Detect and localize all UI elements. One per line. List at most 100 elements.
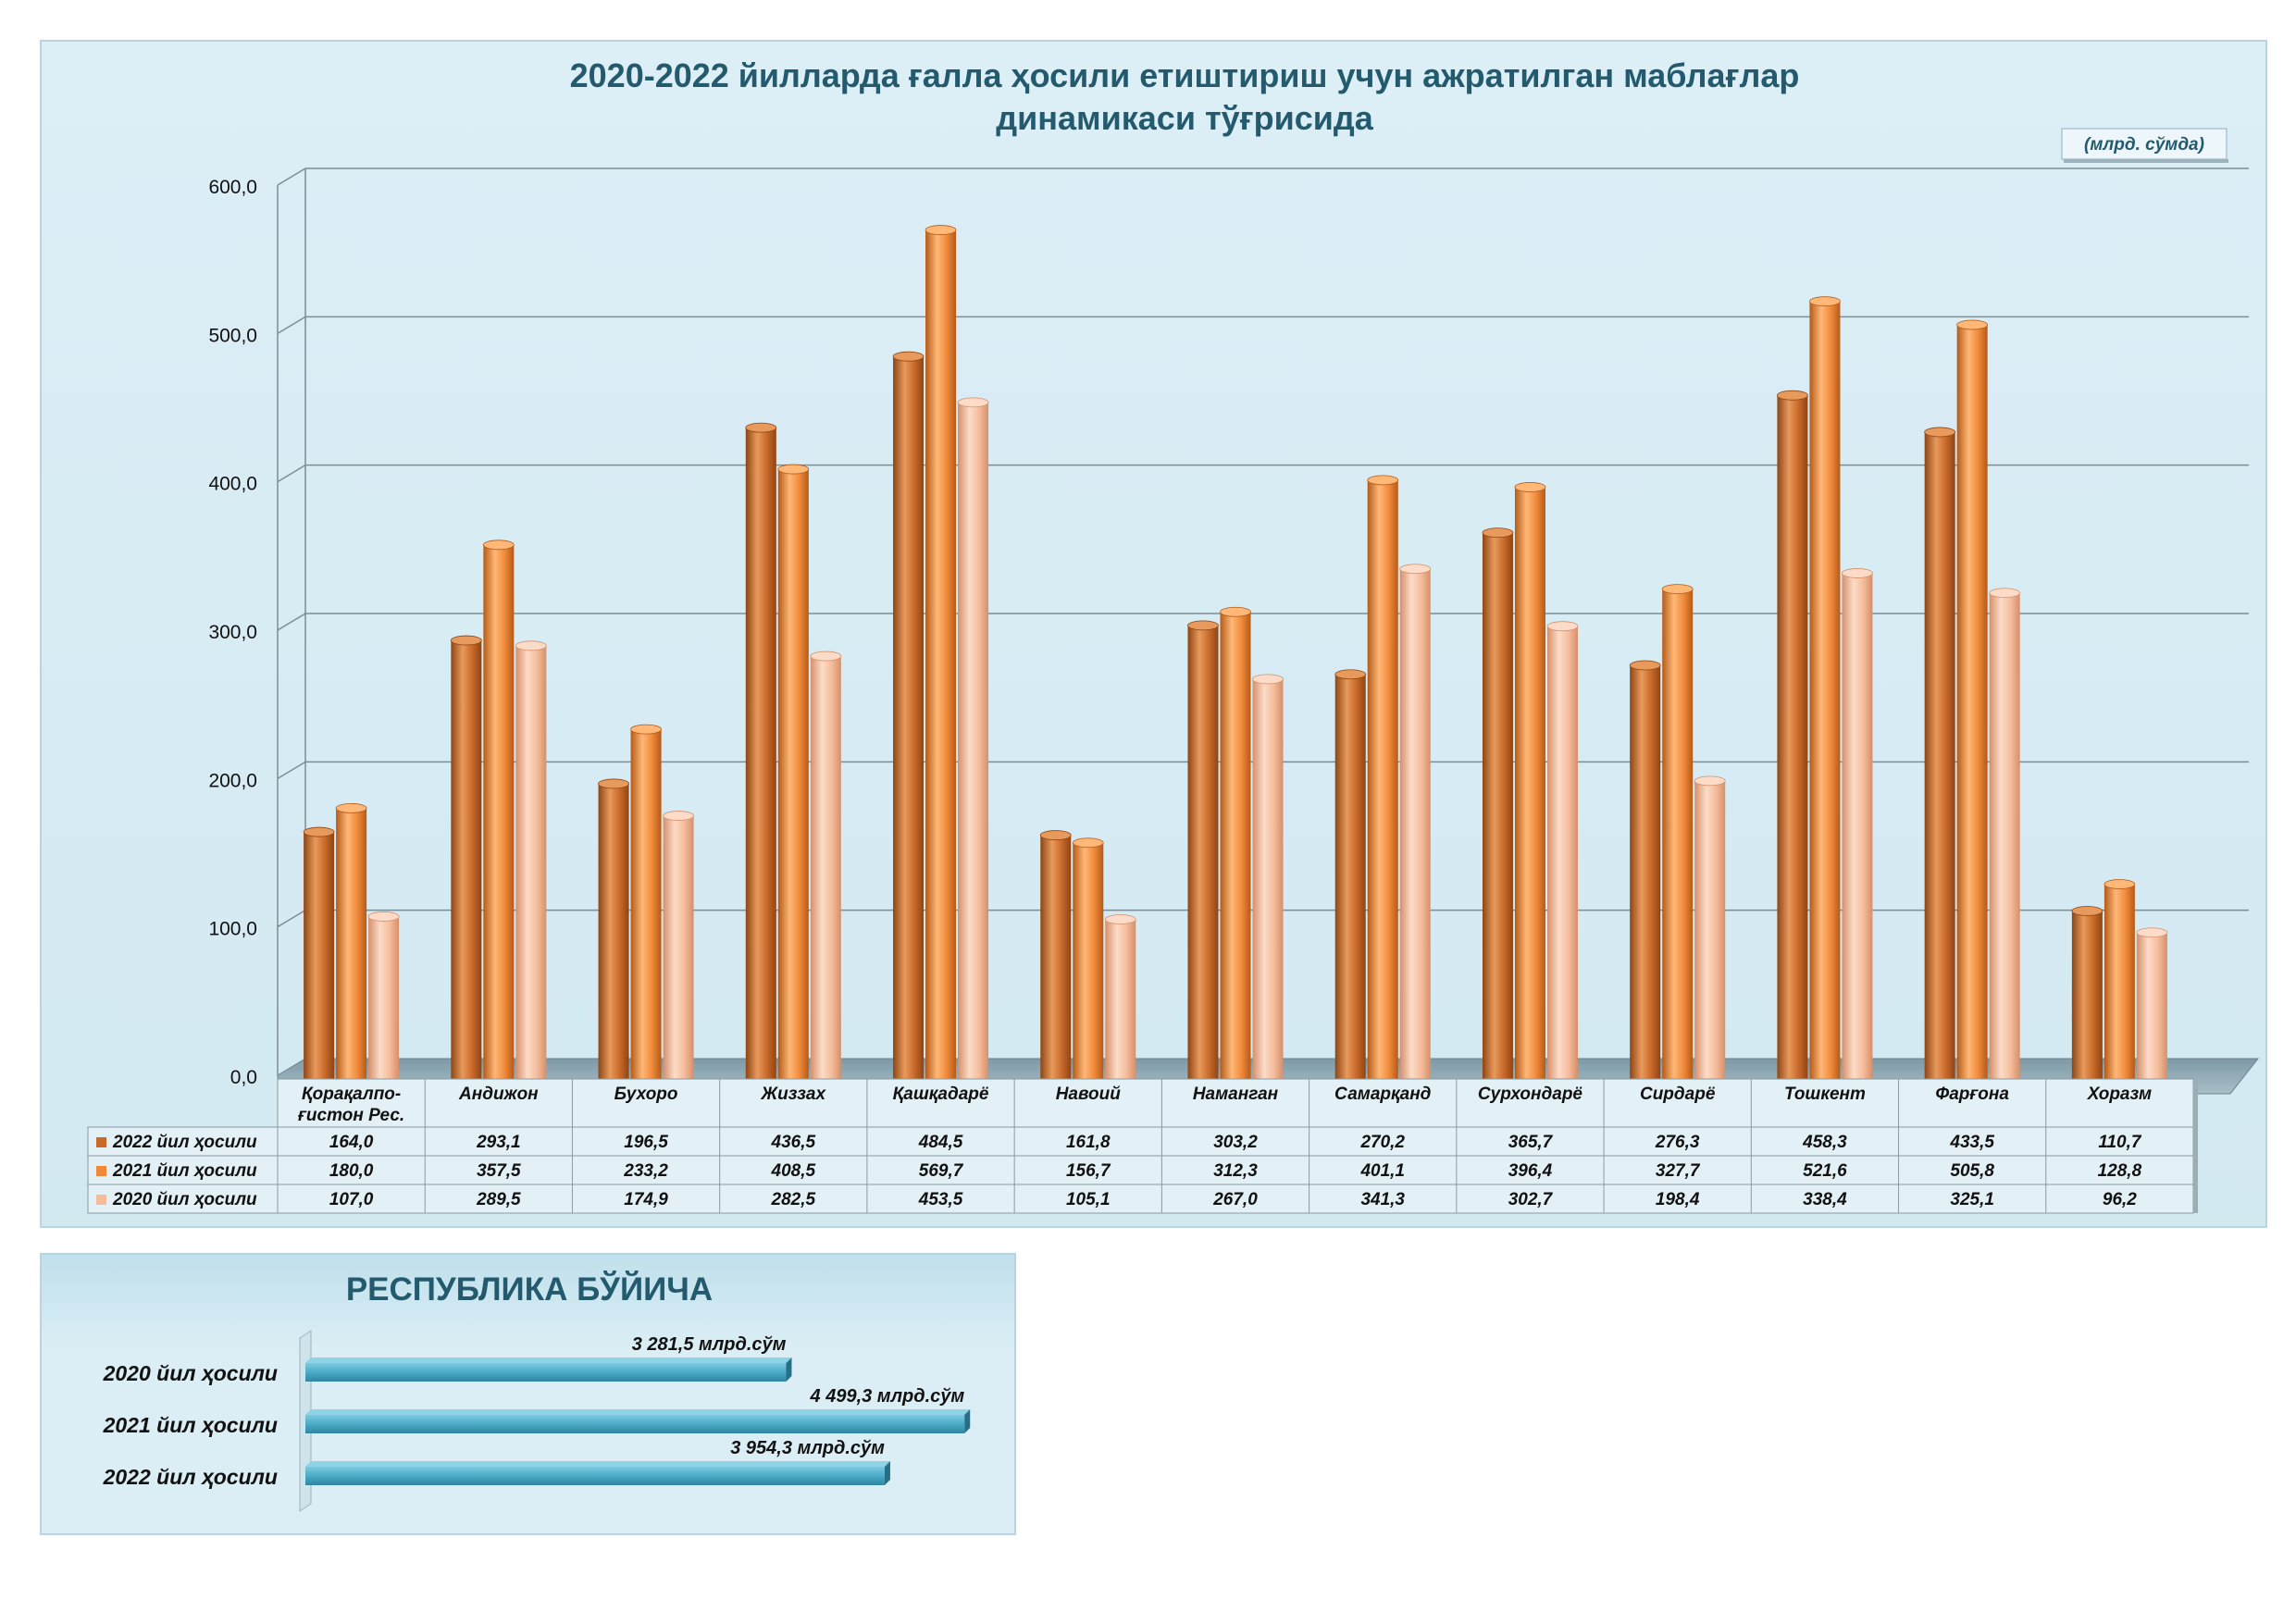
bar	[1367, 475, 1399, 1084]
category-label: Хоразм	[2087, 1085, 2152, 1104]
bar	[598, 778, 629, 1084]
category-label: Бухоро	[614, 1085, 678, 1104]
data-label: 408,5	[771, 1161, 816, 1181]
bar	[1039, 830, 1072, 1084]
data-label: 303,2	[1213, 1133, 1258, 1152]
data-label: 505,8	[1950, 1161, 1994, 1181]
data-label: 325,1	[1950, 1190, 1994, 1209]
bar	[303, 826, 335, 1084]
bars-layer	[303, 225, 2168, 1085]
bar	[1924, 427, 1956, 1085]
data-label: 396,4	[1508, 1161, 1553, 1181]
bar	[1661, 584, 1694, 1084]
bar	[1220, 606, 1251, 1084]
data-label: 521,6	[1803, 1161, 1847, 1181]
gridline-depth	[277, 167, 306, 186]
data-label: 312,3	[1213, 1161, 1258, 1181]
bar	[925, 225, 957, 1084]
data-label: 365,7	[1508, 1133, 1554, 1152]
category-label: Андижон	[458, 1085, 539, 1104]
data-label: 293,1	[476, 1133, 521, 1152]
data-label: 436,5	[771, 1133, 816, 1152]
bar	[515, 640, 547, 1084]
data-label: 110,7	[2098, 1133, 2142, 1152]
data-label: 341,3	[1360, 1190, 1405, 1209]
table-row	[87, 1126, 2194, 1157]
table-row	[87, 1184, 2194, 1214]
legend-key	[96, 1137, 106, 1147]
data-label: 282,5	[771, 1190, 816, 1209]
gridline-depth	[277, 316, 306, 334]
summary-category-label: 2020 йил ҳосили	[103, 1361, 278, 1385]
bar	[745, 422, 777, 1084]
legend-label: 2021 йил ҳосили	[112, 1161, 257, 1181]
category-label: Фарғона	[1935, 1085, 2009, 1104]
bar	[1777, 390, 1808, 1084]
data-table: Қорақалпо-ғистон Рес. Андижон Бухоро Жиззах…	[87, 1078, 2198, 1214]
data-label: 196,5	[624, 1133, 668, 1152]
category-label: Тошкент	[1784, 1085, 1866, 1104]
bar	[450, 635, 482, 1084]
gridline-depth	[277, 761, 306, 779]
unit-label-box: (млрд. сўмда)	[2061, 128, 2228, 163]
chart-title-line2: динамикаси тўғрисида	[996, 99, 1373, 137]
bar	[1482, 527, 1514, 1084]
category-label: Қорақалпо-	[302, 1085, 401, 1104]
data-label: 302,7	[1508, 1190, 1554, 1209]
data-label: 267,0	[1212, 1190, 1258, 1209]
data-label: 270,2	[1359, 1133, 1405, 1152]
legend-label: 2020 йил ҳосили	[112, 1190, 257, 1209]
data-label: 128,8	[2098, 1161, 2142, 1181]
bar	[663, 811, 694, 1084]
y-axis: 0,0 100,0 200,0 300,0 400,0 500,0 600,0	[208, 177, 257, 1088]
bar	[2104, 879, 2136, 1084]
data-label: 107,0	[329, 1190, 374, 1209]
bar	[1842, 568, 1873, 1084]
bar	[1546, 621, 1579, 1084]
data-label: 96,2	[2103, 1190, 2137, 1209]
category-label: Қашқадарё	[893, 1085, 989, 1104]
data-label: 569,7	[919, 1161, 964, 1181]
legend-label: 2022 йил ҳосили	[112, 1133, 257, 1152]
data-label: 484,5	[918, 1133, 963, 1152]
summary-bar	[305, 1409, 971, 1433]
bar	[1694, 775, 1726, 1084]
data-label: 357,5	[477, 1161, 521, 1181]
bar	[777, 464, 810, 1084]
bar	[367, 911, 400, 1084]
data-label: 180,0	[329, 1161, 374, 1181]
data-label: 338,4	[1803, 1190, 1847, 1209]
chart-title: 2020-2022 йилларда ғалла ҳосили етиштири…	[570, 56, 1800, 94]
category-label: Сурхондарё	[1478, 1085, 1583, 1104]
table-row	[87, 1155, 2194, 1185]
bar	[1629, 660, 1661, 1084]
legend-key	[96, 1195, 106, 1205]
bar	[1252, 674, 1284, 1084]
bar	[335, 803, 367, 1084]
bar	[1334, 669, 1367, 1084]
data-label: 401,1	[1359, 1161, 1405, 1181]
bar	[1514, 482, 1546, 1084]
category-label: Жиззах	[761, 1085, 827, 1104]
data-label: 198,4	[1656, 1190, 1700, 1209]
category-label: Навоий	[1056, 1085, 1122, 1104]
category-label: Самарқанд	[1334, 1085, 1432, 1104]
bar	[1956, 319, 1989, 1084]
gridline-depth	[277, 465, 306, 483]
data-label: 276,3	[1655, 1133, 1700, 1152]
summary-value-label: 4 499,3 млрд.сўм	[810, 1386, 965, 1407]
data-label: 458,3	[1802, 1133, 1847, 1152]
table-edge	[2193, 1083, 2198, 1213]
summary-category-label: 2022 йил ҳосили	[103, 1465, 278, 1489]
data-label: 327,7	[1656, 1161, 1701, 1181]
summary-category-label: 2021 йил ҳосили	[103, 1413, 278, 1437]
bar	[1104, 914, 1136, 1084]
bar	[1809, 296, 1841, 1085]
y-tick-label: 300,0	[208, 622, 257, 643]
bar	[810, 651, 842, 1084]
y-tick-label: 100,0	[208, 919, 257, 940]
y-tick-label: 400,0	[208, 474, 257, 495]
bar	[1187, 620, 1219, 1084]
y-tick-label: 0,0	[230, 1067, 257, 1088]
